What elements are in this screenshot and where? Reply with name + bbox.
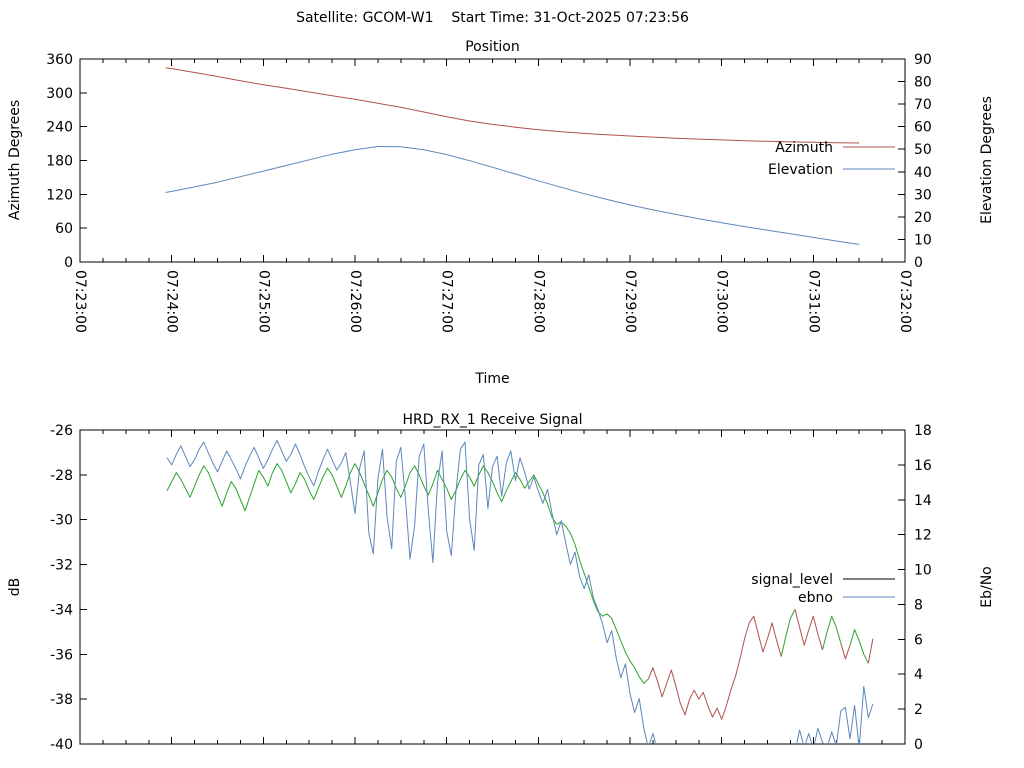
y2-tick-label: 40 bbox=[914, 165, 932, 181]
x-tick-label: 07:28:00 bbox=[530, 270, 546, 333]
header-title: Satellite: GCOM-W1 Start Time: 31-Oct-20… bbox=[296, 10, 689, 26]
y2-tick-label: 10 bbox=[914, 232, 932, 248]
y-tick-label: -34 bbox=[50, 602, 73, 618]
series-group bbox=[166, 440, 874, 744]
y2-tick-label: 30 bbox=[914, 187, 932, 203]
y-tick-label: 240 bbox=[46, 120, 73, 136]
x-tick-label: 07:26:00 bbox=[347, 270, 363, 333]
time-axis-label: Time bbox=[475, 371, 510, 387]
y2-tick-label: 16 bbox=[914, 458, 932, 474]
y-tick-label: 300 bbox=[46, 86, 73, 102]
y2-tick-label: 10 bbox=[914, 563, 932, 579]
signal_level-series-line bbox=[780, 609, 796, 657]
y-tick-label: -26 bbox=[50, 423, 73, 439]
x-tick-label: 07:23:00 bbox=[72, 270, 88, 333]
series-group bbox=[165, 67, 860, 245]
x-tick-label: 07:31:00 bbox=[805, 270, 821, 333]
y2-tick-label: 70 bbox=[914, 97, 932, 113]
y2-tick-label: 90 bbox=[914, 52, 932, 68]
legend-label-azimuth: Azimuth bbox=[775, 140, 833, 156]
y-tick-label: -32 bbox=[50, 558, 73, 574]
y-tick-label: 0 bbox=[64, 255, 73, 271]
y-tick-label: -36 bbox=[50, 647, 73, 663]
legend-label-signal_level: signal_level bbox=[751, 572, 833, 588]
y2-tick-label: 20 bbox=[914, 210, 932, 226]
signal_level-series-line bbox=[822, 615, 842, 650]
legend-label-ebno: ebno bbox=[798, 590, 833, 606]
y2-tick-label: 60 bbox=[914, 120, 932, 136]
x-tick-label: 07:25:00 bbox=[255, 270, 271, 333]
y2-tick-label: 8 bbox=[914, 597, 923, 613]
y2-tick-label: 50 bbox=[914, 142, 932, 158]
signal_level-series-line bbox=[794, 609, 823, 650]
x-tick-label: 07:27:00 bbox=[439, 270, 455, 333]
elevation-series-line bbox=[165, 146, 860, 245]
chart-frame bbox=[79, 58, 906, 263]
chart-legend: Azimuth Elevation bbox=[768, 140, 895, 178]
signal_level-series-line bbox=[840, 642, 851, 660]
y-tick-label: -28 bbox=[50, 468, 73, 484]
y-tick-label: -38 bbox=[50, 692, 73, 708]
signal_level-series-line bbox=[867, 638, 874, 664]
signal_level-series-line bbox=[849, 629, 869, 664]
legend-label-elevation: Elevation bbox=[768, 162, 833, 178]
x-tick-label: 07:32:00 bbox=[897, 270, 913, 333]
signal_level-series-line bbox=[647, 615, 782, 720]
y-tick-label: 60 bbox=[55, 221, 73, 237]
y2-tick-label: 2 bbox=[914, 702, 923, 718]
x-tick-label: 07:29:00 bbox=[622, 270, 638, 333]
y2-tick-label: 80 bbox=[914, 75, 932, 91]
y2-tick-label: 14 bbox=[914, 493, 932, 509]
y2-tick-label: 0 bbox=[914, 255, 923, 271]
y-tick-label: -30 bbox=[50, 513, 73, 529]
y2-tick-label: 4 bbox=[914, 667, 923, 683]
signal_level-series-line bbox=[166, 463, 649, 684]
y2-tick-label: 12 bbox=[914, 528, 932, 544]
x-tick-label: 07:30:00 bbox=[714, 270, 730, 333]
y-tick-label: 180 bbox=[46, 154, 73, 170]
ebno-series-line bbox=[166, 440, 874, 744]
y-tick-label: 120 bbox=[46, 187, 73, 203]
receive-signal-chart-title: HRD_RX_1 Receive Signal bbox=[402, 412, 583, 428]
y2-tick-label: 6 bbox=[914, 632, 923, 648]
y-tick-label: 360 bbox=[46, 52, 73, 68]
x-tick-label: 07:24:00 bbox=[164, 270, 180, 333]
y-tick-label: -40 bbox=[50, 737, 73, 753]
position-chart-title: Position bbox=[465, 39, 520, 55]
y2-tick-label: 0 bbox=[914, 737, 923, 753]
chart-frame bbox=[79, 429, 906, 745]
azimuth-series-line bbox=[165, 67, 860, 144]
y2-tick-label: 18 bbox=[914, 423, 932, 439]
